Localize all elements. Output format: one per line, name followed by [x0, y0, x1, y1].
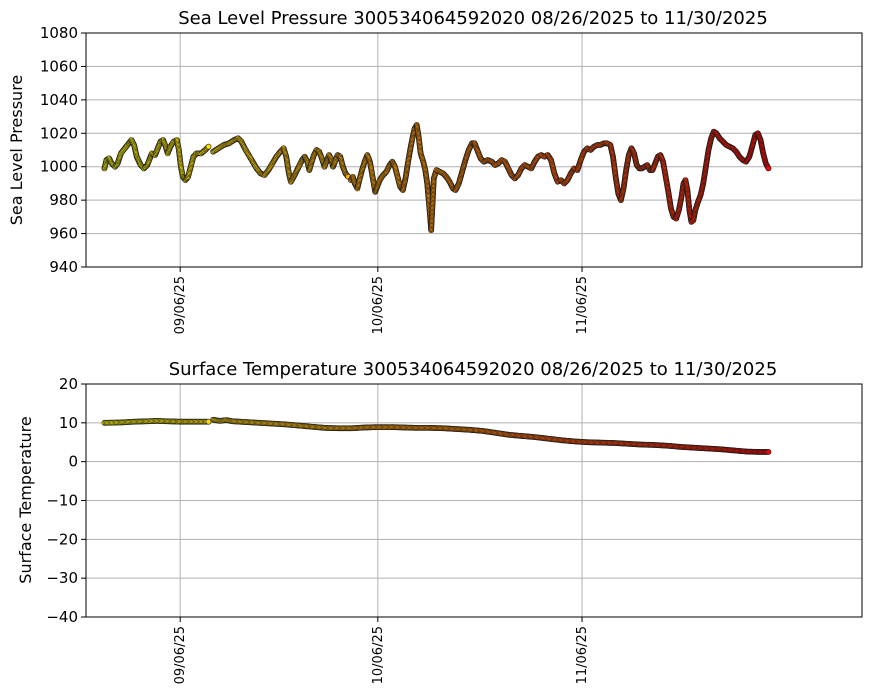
pressure-data-point: [765, 165, 772, 172]
pressure-y-ticks: 940 960 980 1000 1020 1040 1060 1080: [40, 24, 78, 276]
pressure-y-tick-label: 1040: [40, 91, 78, 109]
temperature-x-ticks: 09/06/25 10/06/25 11/06/25: [173, 626, 590, 684]
temperature-y-tick-label: 10: [59, 414, 78, 432]
pressure-y-tick-label: 1000: [40, 158, 78, 176]
pressure-x-tick-label: 10/06/25: [371, 276, 386, 334]
temperature-y-tick-label: −40: [46, 608, 78, 626]
temperature-x-tick-label: 11/06/25: [575, 626, 590, 684]
pressure-y-tick-label: 980: [49, 191, 78, 209]
pressure-x-tick-label: 09/06/25: [173, 276, 188, 334]
temperature-y-tick-label: 20: [59, 375, 78, 393]
pressure-x-ticks: 09/06/25 10/06/25 11/06/25: [173, 276, 590, 334]
pressure-y-tick-label: 1060: [40, 57, 78, 75]
temperature-y-tick-label: −20: [46, 530, 78, 548]
temperature-y-axis-label: Surface Temperature: [16, 416, 35, 583]
pressure-y-tick-label: 1020: [40, 124, 78, 142]
pressure-x-tick-label: 11/06/25: [575, 276, 590, 334]
pressure-data-point: [205, 143, 212, 150]
temperature-y-tick-label: 0: [68, 453, 78, 471]
pressure-y-tick-label: 940: [49, 258, 78, 276]
pressure-y-tick-label: 1080: [40, 24, 78, 42]
pressure-data-points: [101, 122, 772, 234]
temperature-y-tick-label: −30: [46, 569, 78, 587]
temperature-chart-title: Surface Temperature 300534064592020 08/2…: [169, 359, 778, 380]
temperature-y-tick-label: −10: [46, 492, 78, 510]
temperature-plot-frame: [85, 383, 863, 618]
temperature-y-ticks: −40 −30 −20 −10 0 10 20: [46, 375, 78, 626]
temperature-panel: Surface Temperature 300534064592020 08/2…: [16, 359, 863, 684]
pressure-y-axis-label: Sea Level Pressure: [7, 75, 26, 226]
temperature-x-tick-label: 09/06/25: [173, 626, 188, 684]
pressure-panel: Sea Level Pressure 300534064592020 08/26…: [7, 8, 863, 334]
pressure-y-tick-label: 960: [49, 225, 78, 243]
pressure-plot-frame: [85, 32, 863, 268]
temperature-data-point: [765, 449, 772, 455]
pressure-chart-title: Sea Level Pressure 300534064592020 08/26…: [178, 8, 768, 29]
temperature-data-points: [101, 416, 772, 455]
temperature-x-tick-label: 10/06/25: [371, 626, 386, 684]
